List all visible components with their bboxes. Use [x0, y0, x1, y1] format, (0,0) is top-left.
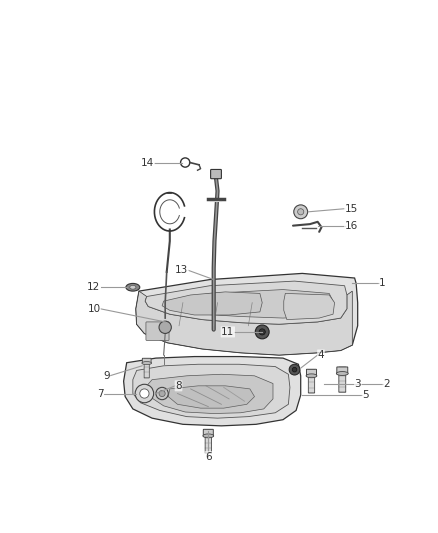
- Circle shape: [298, 209, 304, 215]
- FancyBboxPatch shape: [339, 367, 346, 392]
- Circle shape: [159, 391, 165, 397]
- Text: 7: 7: [97, 389, 103, 399]
- Circle shape: [140, 389, 149, 398]
- Text: 15: 15: [345, 204, 358, 214]
- Text: 14: 14: [141, 158, 155, 167]
- Text: 13: 13: [175, 265, 188, 276]
- Ellipse shape: [203, 434, 214, 438]
- Text: 12: 12: [87, 282, 100, 292]
- FancyBboxPatch shape: [142, 358, 151, 364]
- Text: 4: 4: [318, 350, 324, 360]
- Circle shape: [294, 205, 307, 219]
- Text: 16: 16: [345, 221, 358, 231]
- Ellipse shape: [336, 372, 348, 375]
- Ellipse shape: [142, 361, 152, 365]
- Polygon shape: [284, 294, 335, 320]
- Polygon shape: [166, 289, 333, 318]
- Circle shape: [255, 325, 269, 339]
- FancyBboxPatch shape: [203, 429, 213, 436]
- Ellipse shape: [130, 285, 136, 289]
- Circle shape: [159, 321, 171, 334]
- Circle shape: [156, 387, 168, 400]
- Polygon shape: [136, 273, 358, 355]
- Text: 10: 10: [87, 304, 100, 314]
- FancyBboxPatch shape: [211, 169, 221, 179]
- FancyBboxPatch shape: [144, 358, 149, 378]
- FancyBboxPatch shape: [205, 430, 212, 453]
- Polygon shape: [168, 386, 254, 408]
- Polygon shape: [147, 374, 273, 414]
- Polygon shape: [124, 357, 301, 426]
- Circle shape: [289, 364, 300, 375]
- Text: 9: 9: [103, 371, 110, 381]
- Text: 5: 5: [362, 390, 369, 400]
- Circle shape: [292, 367, 297, 372]
- FancyBboxPatch shape: [308, 369, 314, 393]
- Text: 11: 11: [221, 327, 234, 337]
- Text: 6: 6: [205, 451, 212, 462]
- Text: 2: 2: [383, 378, 390, 389]
- Text: 3: 3: [355, 378, 361, 389]
- FancyBboxPatch shape: [307, 369, 317, 376]
- Circle shape: [259, 329, 265, 335]
- Polygon shape: [145, 281, 347, 324]
- Ellipse shape: [126, 284, 140, 291]
- Ellipse shape: [306, 374, 317, 378]
- Circle shape: [135, 384, 154, 403]
- FancyBboxPatch shape: [337, 367, 348, 374]
- Text: 8: 8: [175, 381, 182, 391]
- Text: 1: 1: [379, 278, 386, 288]
- Polygon shape: [136, 291, 352, 355]
- Polygon shape: [162, 292, 262, 315]
- FancyBboxPatch shape: [146, 322, 169, 341]
- Polygon shape: [133, 364, 290, 418]
